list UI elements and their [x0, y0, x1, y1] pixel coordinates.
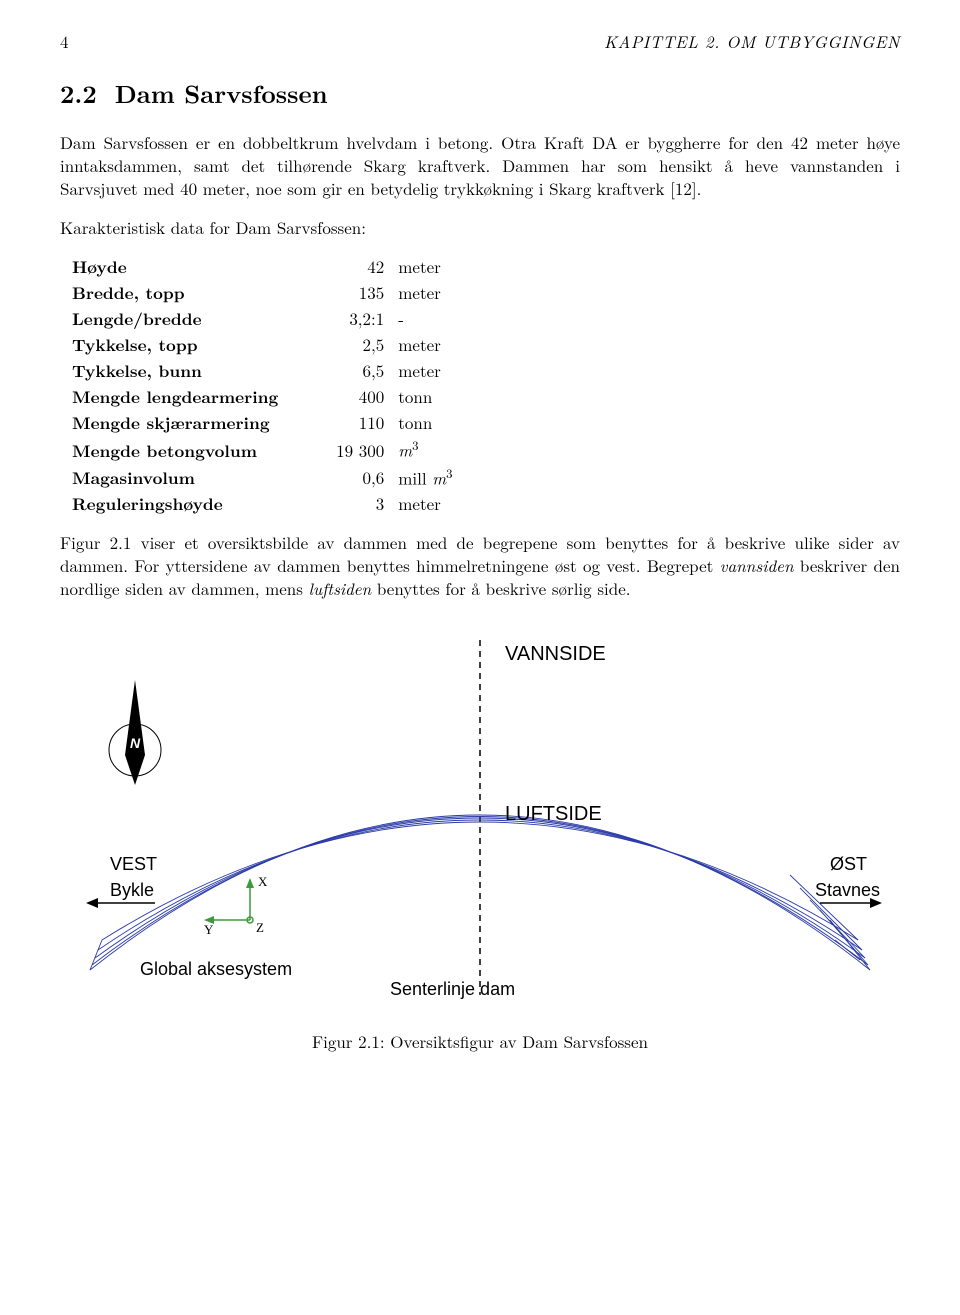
table-row: Tykkelse, topp2,5meter	[72, 332, 463, 358]
table-row: Reguleringshøyde3meter	[72, 491, 463, 517]
svg-text:VEST: VEST	[110, 854, 157, 874]
svg-text:Global aksesystem: Global aksesystem	[140, 959, 292, 979]
figure-caption: Figur 2.1: Oversiktsfigur av Dam Sarvsfo…	[60, 1030, 900, 1053]
section-title: Dam Sarvsfossen	[115, 76, 328, 111]
page-number: 4	[60, 30, 69, 53]
table-row: Bredde, topp135meter	[72, 280, 463, 306]
paragraph-figure-desc: Figur 2.1 viser et oversiktsbilde av dam…	[60, 531, 900, 600]
svg-text:Bykle: Bykle	[110, 880, 154, 900]
section-heading: 2.2 Dam Sarvsfossen	[60, 77, 900, 111]
svg-text:Y: Y	[204, 922, 214, 937]
svg-text:Stavnes: Stavnes	[815, 880, 880, 900]
figure-2-1: N X Y Z VEST Bykle ØST Stavnes VANNSIDE LUFTSIDE G…	[60, 620, 900, 1053]
table-row: Tykkelse, bunn6,5meter	[72, 358, 463, 384]
svg-text:X: X	[258, 874, 268, 889]
svg-text:LUFTSIDE: LUFTSIDE	[505, 803, 602, 825]
svg-text:Z: Z	[256, 920, 264, 935]
svg-text:VANNSIDE: VANNSIDE	[505, 643, 606, 665]
table-row: Høyde42meter	[72, 254, 463, 280]
table-row: Magasinvolum0,6mill m3	[72, 464, 463, 492]
section-number: 2.2	[60, 76, 97, 111]
table-intro: Karakteristisk data for Dam Sarvsfossen:	[60, 216, 900, 239]
running-header: 4 KAPITTEL 2. OM UTBYGGINGEN	[60, 30, 900, 53]
chapter-running-head: KAPITTEL 2. OM UTBYGGINGEN	[604, 30, 900, 53]
table-row: Lengde/bredde3,2:1-	[72, 306, 463, 332]
dam-diagram: N X Y Z VEST Bykle ØST Stavnes VANNSIDE LUFTSIDE G…	[60, 620, 900, 1020]
svg-text:Senterlinje dam: Senterlinje dam	[390, 979, 515, 999]
paragraph-intro: Dam Sarvsfossen er en dobbeltkrum hvelvd…	[60, 131, 900, 200]
table-row: Mengde betongvolum19 300m3	[72, 436, 463, 464]
table-row: Mengde lengdearmering400tonn	[72, 384, 463, 410]
characteristics-table: Høyde42meterBredde, topp135meterLengde/b…	[72, 254, 463, 517]
svg-text:N: N	[130, 735, 141, 751]
svg-text:ØST: ØST	[830, 854, 867, 874]
table-row: Mengde skjærarmering110tonn	[72, 410, 463, 436]
